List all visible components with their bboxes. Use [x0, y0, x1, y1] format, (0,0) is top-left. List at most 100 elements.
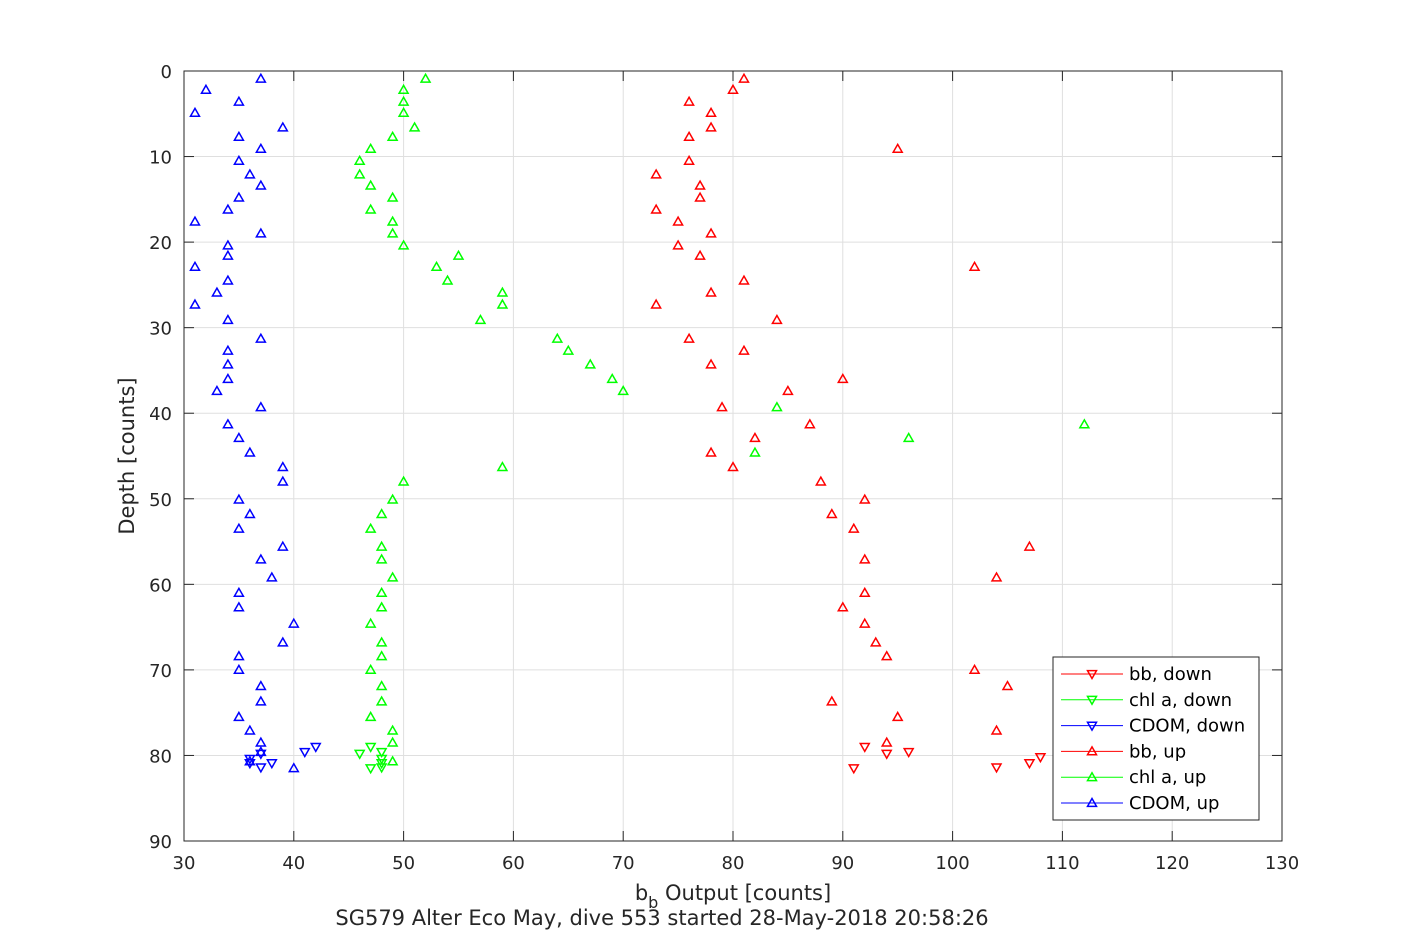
- data-point: [277, 461, 289, 472]
- data-point: [222, 203, 234, 214]
- data-point: [386, 493, 399, 504]
- x-tick-label: 130: [1265, 853, 1299, 874]
- data-point: [705, 358, 717, 369]
- data-point: [266, 759, 278, 770]
- data-point: [222, 358, 234, 369]
- y-tick-label: 80: [149, 746, 172, 767]
- data-point: [650, 168, 662, 179]
- y-tick-label: 90: [149, 832, 172, 853]
- data-point: [837, 601, 849, 612]
- data-point: [255, 749, 267, 760]
- legend-label: chl a, down: [1129, 690, 1232, 711]
- data-point: [255, 227, 267, 238]
- data-point: [683, 154, 695, 165]
- data-point: [650, 298, 662, 309]
- data-point: [386, 736, 399, 747]
- data-point: [990, 763, 1003, 774]
- data-point: [233, 663, 245, 675]
- data-point: [705, 227, 717, 238]
- data-point: [244, 168, 256, 179]
- data-point: [694, 179, 706, 190]
- data-point: [968, 663, 981, 675]
- data-point: [233, 493, 245, 504]
- data-point: [375, 763, 388, 774]
- y-tick-label: 70: [149, 661, 172, 682]
- data-point: [288, 762, 300, 773]
- data-point: [804, 418, 816, 429]
- data-point: [705, 446, 717, 457]
- x-tick-label: 120: [1155, 853, 1189, 874]
- data-point: [222, 344, 234, 355]
- x-tick-label: 70: [612, 853, 635, 874]
- data-point: [749, 446, 761, 457]
- data-point: [858, 493, 871, 504]
- legend-marker: [1086, 695, 1098, 706]
- x-axis-label-rest: Output [counts]: [658, 881, 831, 905]
- data-point: [375, 540, 388, 551]
- data-point: [694, 249, 706, 260]
- data-point: [364, 203, 377, 214]
- data-point: [474, 313, 487, 325]
- data-point: [1023, 759, 1036, 770]
- x-tick-label: 90: [831, 853, 854, 874]
- data-point: [902, 747, 915, 759]
- x-tick-label: 60: [502, 853, 525, 874]
- x-tick-label: 40: [282, 853, 305, 874]
- data-point: [375, 553, 388, 564]
- data-point: [244, 724, 256, 735]
- data-point: [364, 710, 377, 722]
- data-point: [815, 475, 827, 486]
- y-tick-label: 10: [149, 148, 172, 169]
- data-point: [771, 313, 783, 325]
- data-point: [222, 274, 234, 285]
- data-point: [386, 130, 399, 142]
- data-point: [419, 72, 432, 83]
- data-point: [255, 401, 267, 412]
- legend-marker: [1086, 721, 1098, 732]
- data-point: [386, 755, 399, 766]
- data-point: [880, 650, 893, 661]
- data-point: [375, 586, 388, 598]
- data-point: [375, 747, 388, 759]
- data-point: [222, 418, 234, 429]
- data-point: [353, 168, 366, 179]
- data-point: [255, 72, 267, 83]
- data-point: [397, 106, 410, 118]
- data-point: [1001, 680, 1014, 691]
- data-point: [364, 742, 377, 753]
- data-point: [255, 179, 267, 190]
- data-point: [441, 274, 454, 285]
- data-point: [386, 191, 399, 202]
- data-point: [880, 749, 893, 760]
- x-tick-label: 100: [935, 853, 969, 874]
- series-bb-down: [847, 742, 1047, 775]
- data-point: [584, 358, 597, 369]
- data-point: [364, 663, 377, 675]
- data-point: [847, 764, 860, 775]
- x-axis-label-subscript: b: [648, 893, 658, 912]
- data-point: [375, 508, 388, 519]
- data-point: [990, 724, 1003, 735]
- data-point: [211, 384, 223, 396]
- data-point: [277, 540, 289, 551]
- data-point: [397, 95, 410, 106]
- data-point: [244, 759, 256, 770]
- data-point: [386, 724, 399, 735]
- data-point: [353, 749, 366, 760]
- data-point: [189, 215, 201, 226]
- data-point: [233, 601, 245, 612]
- data-point: [672, 239, 684, 250]
- data-point: [222, 372, 234, 384]
- y-tick-label: 30: [149, 319, 172, 340]
- data-point: [902, 432, 915, 443]
- data-point: [386, 215, 399, 226]
- data-point: [990, 571, 1003, 582]
- series-cdom-up: [189, 72, 300, 773]
- data-point: [397, 475, 410, 486]
- data-point: [749, 432, 761, 443]
- data-point: [452, 249, 465, 260]
- data-point: [683, 332, 695, 343]
- legend-label: chl a, up: [1129, 767, 1206, 788]
- data-point: [672, 215, 684, 226]
- data-point: [244, 446, 256, 457]
